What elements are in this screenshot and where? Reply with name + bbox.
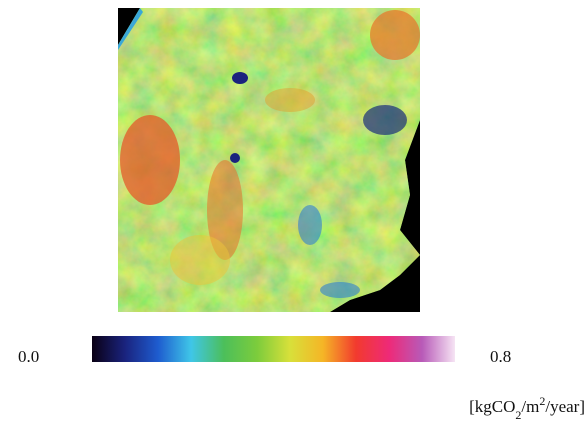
colorbar-max-label: 0.8: [490, 347, 511, 366]
map: [118, 8, 420, 312]
unit-part: [kgCO: [469, 397, 515, 416]
unit-part: /m: [521, 397, 539, 416]
unit-part: /year]: [545, 397, 585, 416]
figure: [kgCO2/m2/year] 0.0 0.8: [0, 0, 588, 425]
colorbar-min-label: 0.0: [18, 347, 39, 366]
colorbar: [92, 336, 455, 362]
unit-label: [kgCO2/m2/year]: [469, 394, 585, 422]
